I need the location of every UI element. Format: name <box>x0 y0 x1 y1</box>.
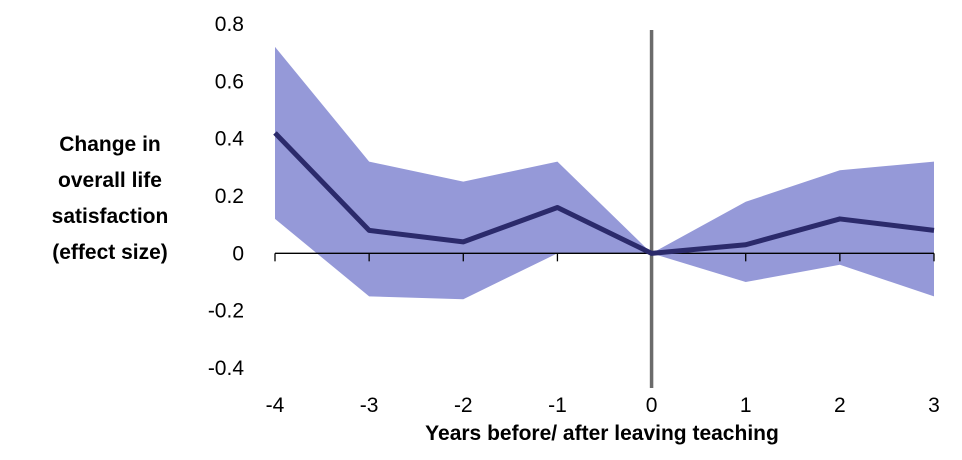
y-tick-label: 0.6 <box>215 70 244 93</box>
y-tick-label: 0 <box>232 242 244 265</box>
x-tick-label: -3 <box>360 394 379 417</box>
x-tick-label: 2 <box>834 394 846 417</box>
y-axis-label: Change in overall life satisfaction (eff… <box>0 127 220 271</box>
series-line <box>273 131 935 256</box>
x-axis-label: Years before/ after leaving teaching <box>425 422 779 445</box>
y-tick-label: 0.2 <box>215 185 244 208</box>
x-tick-label: -1 <box>548 394 567 417</box>
confidence-band <box>275 46 934 300</box>
y-tick-label: -0.4 <box>208 357 245 380</box>
y-tick-label: 0.4 <box>215 128 245 151</box>
y-axis-label-line: satisfaction <box>51 205 169 228</box>
x-tick-label: 1 <box>740 394 752 417</box>
y-tick-label: -0.2 <box>208 300 244 323</box>
x-tick-label: 0 <box>646 394 658 417</box>
y-axis-label-line: Change in <box>59 133 161 156</box>
y-tick-label: 0.8 <box>215 13 244 36</box>
y-axis-label-line: overall life <box>58 169 162 192</box>
x-tick-label: -2 <box>454 394 473 417</box>
y-axis-label-line: (effect size) <box>52 241 168 264</box>
x-tick-label: -4 <box>266 394 285 417</box>
x-tick-label: 3 <box>928 394 940 417</box>
